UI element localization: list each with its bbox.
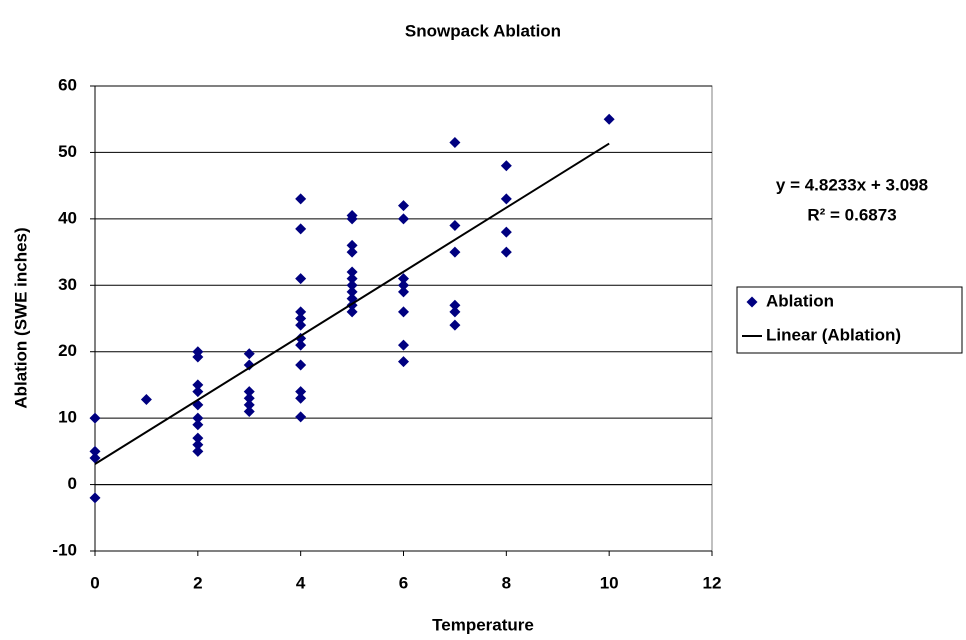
point [398,273,409,285]
point [295,273,307,285]
y-tick-label: 50 [58,142,77,161]
point [295,193,307,205]
y-tick-label: 60 [58,75,77,94]
y-tick-label: 10 [58,408,77,427]
point [500,226,512,238]
point [295,319,307,331]
point [346,273,358,285]
point [192,445,204,457]
point [140,394,152,406]
point [192,432,204,444]
point [398,279,409,291]
equation: y = 4.8233x + 3.098 [776,175,928,194]
point [346,266,358,278]
point [295,411,307,423]
point [346,279,358,291]
x-tick-label: 0 [90,573,99,592]
point [449,306,461,318]
point [449,246,461,258]
point [449,299,461,311]
point [295,306,307,318]
x-tick-label: 2 [193,573,202,592]
point [192,439,204,451]
point [346,239,358,251]
point [398,286,409,298]
point [243,406,255,417]
trendline [94,142,610,465]
point [192,412,204,424]
point [192,419,204,431]
point [398,306,409,318]
point [295,392,307,404]
legend-box [736,286,963,354]
point [449,319,461,331]
legend-label: Ablation [766,291,834,310]
point [89,445,101,457]
point [243,348,255,360]
point [192,386,204,398]
y-axis-label: Ablation (SWE inches) [11,227,30,408]
y-tick-label: 20 [58,341,77,360]
point [295,313,307,324]
y-tick-label: 40 [58,208,77,227]
x-tick-label: 10 [600,573,619,592]
x-tick-label: 4 [296,573,306,592]
point [500,160,512,172]
x-tick-label: 8 [502,573,511,592]
x-axis-label: Temperature [432,615,534,634]
point [603,113,615,125]
point [192,379,204,391]
point [398,213,409,225]
point [398,200,409,212]
point [346,246,358,258]
point [398,356,409,368]
point [89,492,101,504]
point [243,399,255,411]
y-tick-label: -10 [52,540,77,559]
chart-title: Snowpack Ablation [405,21,561,40]
point [346,306,358,318]
point [346,286,358,298]
point [449,136,461,148]
r-squared: R² = 0.6873 [807,205,896,224]
point [449,220,461,231]
point [295,223,307,235]
x-tick-label: 12 [703,573,722,592]
point [398,339,409,351]
plot-area [94,85,713,552]
y-tick-label: 0 [68,474,77,493]
point [295,332,307,344]
point [89,412,101,424]
point [243,359,255,371]
legend-label: Linear (Ablation) [766,325,901,344]
point [295,386,307,398]
point [243,386,255,398]
point [500,246,512,258]
point [192,351,204,363]
y-tick-label: 30 [58,275,77,294]
x-tick-label: 6 [399,573,408,592]
point [243,392,255,404]
point [500,193,512,205]
point [295,359,307,371]
point [89,452,101,464]
legend-marker [746,296,758,308]
point [346,213,358,225]
point [295,339,307,351]
